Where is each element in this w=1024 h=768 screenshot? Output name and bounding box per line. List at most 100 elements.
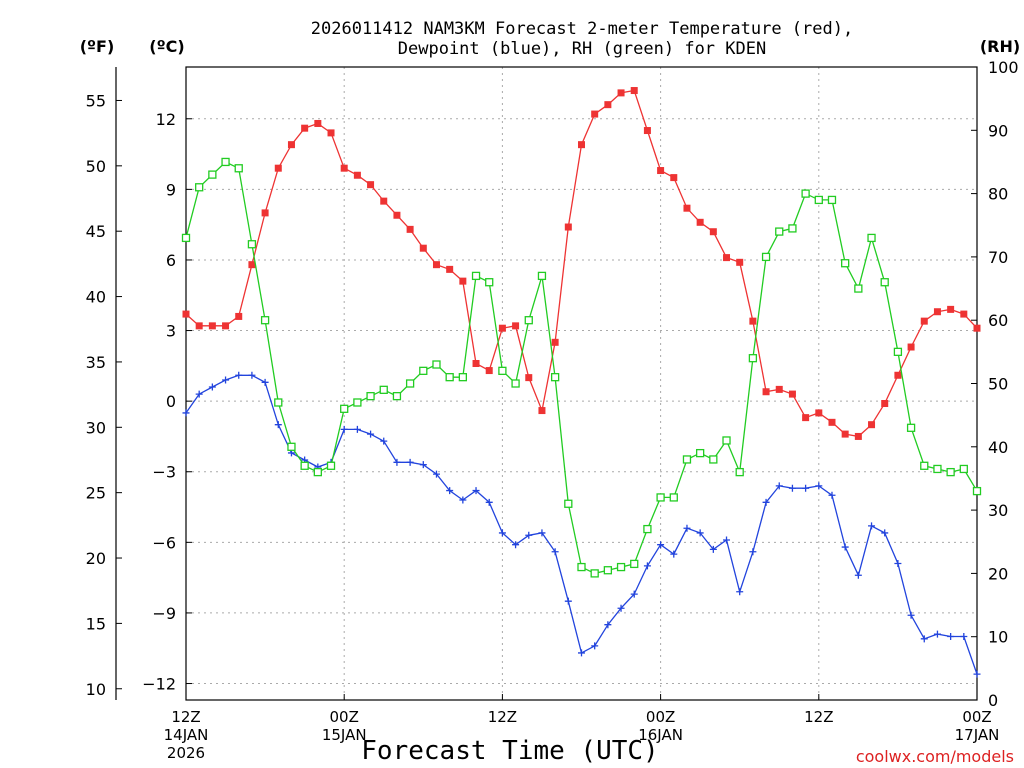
c-tick-label: −9 (152, 604, 176, 623)
temp-point (907, 343, 915, 351)
temp-point (933, 308, 941, 316)
temp-point (182, 310, 190, 318)
rh-point (537, 271, 547, 281)
rh-point (933, 464, 942, 474)
rh-point (761, 252, 771, 262)
rh-point (195, 183, 204, 192)
dewpoint-point (512, 541, 520, 549)
rh-point (550, 373, 560, 382)
temp-point (564, 223, 572, 231)
dewpoint-point (419, 461, 427, 469)
temp-point (301, 124, 309, 132)
temp-point (287, 141, 295, 149)
dewpoint-point (261, 378, 269, 386)
temp-point (208, 322, 216, 330)
temp-point (551, 338, 559, 346)
temp-point (815, 409, 823, 417)
dewpoint-point (670, 550, 678, 558)
rh-point (893, 347, 903, 357)
c-tick-label: 0 (166, 392, 176, 411)
temp-point (485, 367, 493, 375)
temp-point (327, 129, 335, 137)
temp-point (367, 181, 375, 189)
temp-point (459, 277, 467, 285)
temp-point (709, 228, 717, 236)
x-tick-label: 17JAN (955, 726, 1000, 744)
rh-tick-label: 90 (988, 121, 1008, 140)
rh-point (247, 240, 257, 249)
rh-point (841, 259, 850, 268)
rh-tick-label: 10 (988, 628, 1008, 647)
dewpoint-point (749, 548, 757, 556)
dewpoint-point (868, 522, 876, 530)
x-tick-label: 14JAN (164, 726, 209, 744)
temp-point (525, 374, 533, 382)
dewpoint-point (788, 484, 796, 492)
dewpoint-point (723, 536, 731, 544)
dewpoint-point (498, 529, 506, 537)
rh-unit-label: (RH) (980, 37, 1020, 56)
dewpoint-point (485, 498, 493, 506)
f-tick-label: 15 (86, 614, 106, 633)
temp-point (591, 110, 599, 118)
dewpoint-point (775, 482, 783, 490)
temp-point (248, 261, 256, 269)
temp-point (380, 197, 388, 205)
rh-point (722, 436, 731, 445)
rh-tick-label: 50 (988, 375, 1008, 394)
x-tick-label: 00Z (646, 708, 675, 726)
rh-point (906, 423, 916, 432)
rh-point (274, 398, 283, 407)
temp-point (854, 432, 862, 440)
dewpoint-point (393, 458, 401, 466)
rh-tick-label: 40 (988, 438, 1008, 457)
rh-point (432, 360, 441, 369)
temp-point (670, 174, 678, 182)
rh-point (392, 392, 402, 401)
rh-point (827, 195, 837, 205)
temp-point (802, 414, 810, 422)
c-tick-label: −6 (152, 533, 176, 552)
temp-point (261, 209, 269, 217)
f-tick-label: 30 (86, 418, 106, 437)
dewpoint-point (274, 421, 282, 429)
c-tick-label: 12 (156, 110, 176, 129)
rh-point (260, 316, 270, 325)
x-tick-label: 12Z (804, 708, 833, 726)
rh-tick-label: 20 (988, 564, 1008, 583)
dewpoint-point (657, 541, 665, 549)
dewpoint-point (643, 562, 651, 570)
x-tick-label: 16JAN (638, 726, 683, 744)
rh-point (419, 366, 428, 375)
x-tick-label: 12Z (488, 708, 517, 726)
temp-point (657, 167, 665, 175)
rh-point (511, 379, 520, 388)
f-tick-label: 45 (86, 222, 106, 241)
c-tick-label: 9 (166, 180, 176, 199)
rh-tick-label: 30 (988, 501, 1008, 520)
x-tick-label: 2026 (167, 744, 205, 762)
rh-point (630, 559, 639, 569)
rh-point (234, 164, 243, 173)
rh-point (564, 499, 573, 508)
rh-point (353, 398, 362, 407)
celsius-unit-label: (ºC) (149, 37, 184, 56)
rh-point (577, 562, 586, 572)
rh-point (326, 461, 336, 470)
dewpoint-point (538, 529, 546, 537)
dewpoint-point (841, 543, 849, 551)
rh-point (814, 195, 823, 205)
dewpoint-point (709, 545, 717, 553)
dewpoint-point (696, 529, 704, 537)
temp-point (920, 317, 928, 325)
rh-point (920, 461, 929, 470)
dewpoint-point (235, 371, 243, 379)
fahrenheit-unit-label: (ºF) (80, 37, 115, 56)
axes: 55504540353025201510129630−3−6−9−1210090… (86, 58, 1019, 710)
rh-point (788, 224, 797, 233)
rh-point (669, 493, 678, 502)
dewpoint-point (446, 487, 454, 495)
temp-point (222, 322, 230, 330)
f-tick-label: 50 (86, 157, 106, 176)
